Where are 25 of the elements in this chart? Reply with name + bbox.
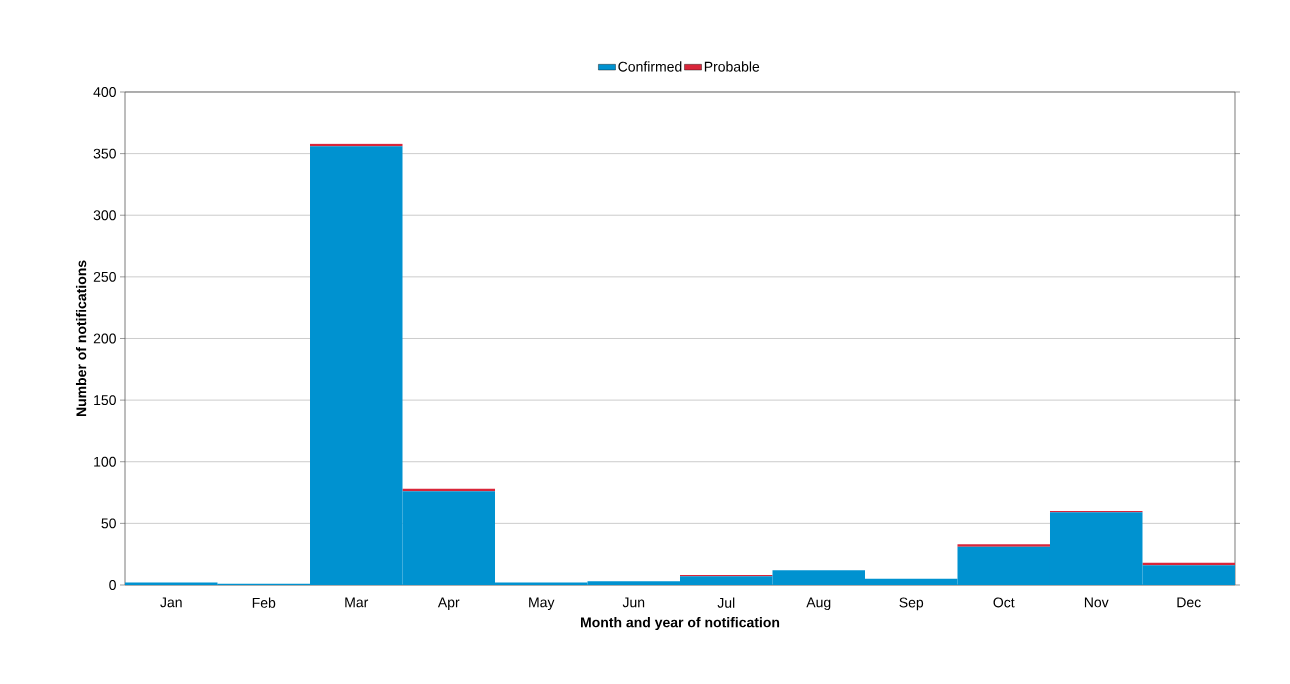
x-tick-label: Jan [160,597,182,608]
x-tick-label: Sep [899,597,924,611]
legend-label: Probable [704,61,760,72]
x-tick-label: Jun [622,597,645,608]
y-tick-label: 300 [93,210,116,221]
y-tick-label: 250 [93,271,116,282]
y-tick-label: 100 [94,456,116,467]
x-tick-label: Feb [252,597,276,608]
y-tick-label: 150 [94,395,116,406]
x-tick-label: Jul [717,597,735,608]
x-tick-label: Nov [1084,597,1109,608]
y-tick-label: 350 [93,148,116,159]
x-axis-title: Month and year of notification [581,617,780,631]
legend-label: Confirmed [618,61,682,72]
x-tick-label: Dec [1177,597,1201,608]
y-tick-label: 50 [101,518,116,529]
x-tick-label: Mar [345,597,369,608]
x-tick-label: Aug [806,597,831,611]
x-tick-label: Apr [437,597,460,611]
y-tick-label: 200 [93,333,116,344]
x-tick-label: May [529,597,555,611]
y-axis-title: Number of notifications [75,260,87,417]
y-tick-label: 0 [109,580,116,590]
y-tick-label: 400 [93,87,116,97]
x-tick-label: Oct [993,597,1015,608]
